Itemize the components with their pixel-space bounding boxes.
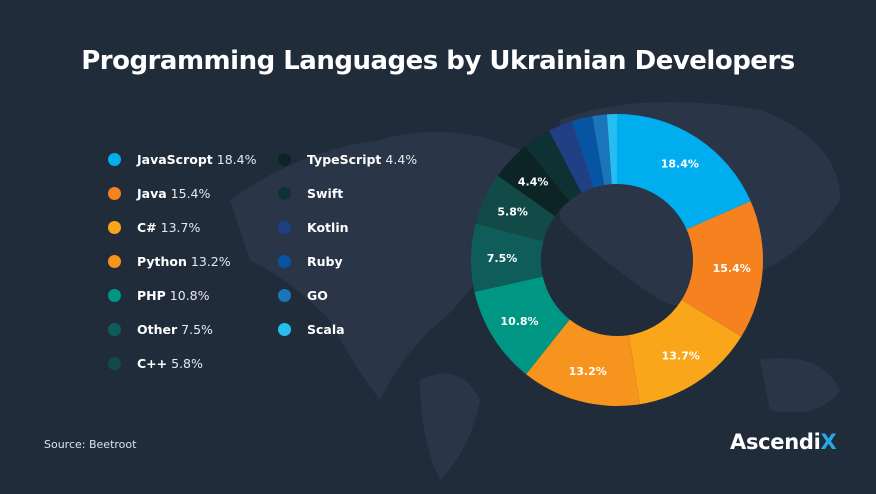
legend-label: Scala	[307, 322, 345, 337]
ascendix-logo: AscendiX	[730, 430, 837, 454]
legend-item: Java 15.4%	[108, 186, 210, 201]
slice-cx	[628, 299, 742, 405]
data-label: 4.4%	[518, 175, 549, 188]
legend-swatch	[278, 221, 291, 234]
legend-label: C#	[137, 220, 157, 235]
data-label: 18.4%	[661, 158, 699, 171]
slice-scala	[606, 114, 617, 185]
data-label: 5.8%	[497, 206, 528, 219]
legend-item: TypeScript 4.4%	[278, 152, 417, 167]
legend-label: C++	[137, 356, 168, 371]
slice-typescript	[497, 146, 570, 217]
legend-value: 7.5%	[181, 322, 213, 337]
legend-label: Java	[137, 186, 167, 201]
data-label: 13.7%	[662, 350, 700, 363]
legend-label: TypeScript	[307, 152, 382, 167]
slice-java	[681, 201, 764, 337]
legend-label: GO	[307, 288, 328, 303]
legend-swatch	[278, 153, 291, 166]
legend-value: 4.4%	[385, 152, 418, 167]
legend-label: Swift	[307, 186, 344, 201]
slice-other	[470, 223, 544, 292]
legend-swatch	[278, 323, 291, 336]
legend-label: Ruby	[307, 254, 343, 269]
legend-value: 13.2%	[190, 254, 231, 269]
legend-item: Other 7.5%	[108, 322, 213, 337]
legend-label: JavaScropt	[137, 152, 213, 167]
legend-value: 15.4%	[170, 186, 211, 201]
legend-swatch	[278, 289, 291, 302]
legend-item: Swift	[278, 186, 347, 201]
slice-javascropt	[617, 114, 751, 230]
slice-cxx	[475, 175, 555, 242]
legend-swatch	[278, 187, 291, 200]
legend-item: C# 13.7%	[108, 220, 200, 235]
legend-label: Python	[137, 254, 187, 269]
legend-label: PHP	[137, 288, 166, 303]
legend-swatch	[108, 357, 121, 370]
legend-item: Ruby	[278, 254, 347, 269]
legend-value: 5.8%	[171, 356, 203, 371]
slice-go	[592, 114, 612, 186]
legend-label: Other	[137, 322, 178, 337]
data-label: 15.4%	[713, 262, 751, 275]
slice-swift	[525, 130, 582, 201]
chart-title: Programming Languages by Ukrainian Devel…	[81, 46, 795, 76]
data-label: 7.5%	[487, 252, 518, 265]
data-label: 13.2%	[569, 365, 607, 378]
legend-swatch	[108, 323, 121, 336]
legend-swatch	[108, 289, 121, 302]
slice-ruby	[571, 116, 605, 188]
data-label: 10.8%	[500, 315, 538, 328]
legend-label: Kotlin	[307, 220, 349, 235]
slice-php	[474, 276, 570, 375]
legend-swatch	[108, 255, 121, 268]
source-note: Source: Beetroot	[44, 438, 137, 451]
legend-value: 13.7%	[160, 220, 201, 235]
legend-swatch	[278, 255, 291, 268]
legend-swatch	[108, 187, 121, 200]
legend-value: 10.8%	[169, 288, 210, 303]
legend-item: Python 13.2%	[108, 254, 231, 269]
legend-swatch	[108, 221, 121, 234]
legend-value: 18.4%	[216, 152, 257, 167]
legend-swatch	[108, 153, 121, 166]
slice-kotlin	[549, 121, 594, 193]
legend-item: PHP 10.8%	[108, 288, 210, 303]
legend-item: Scala	[278, 322, 349, 337]
legend-item: C++ 5.8%	[108, 356, 203, 371]
legend-item: Kotlin	[278, 220, 353, 235]
legend-item: JavaScropt 18.4%	[108, 152, 256, 167]
slice-python	[526, 319, 640, 406]
legend-item: GO	[278, 288, 332, 303]
